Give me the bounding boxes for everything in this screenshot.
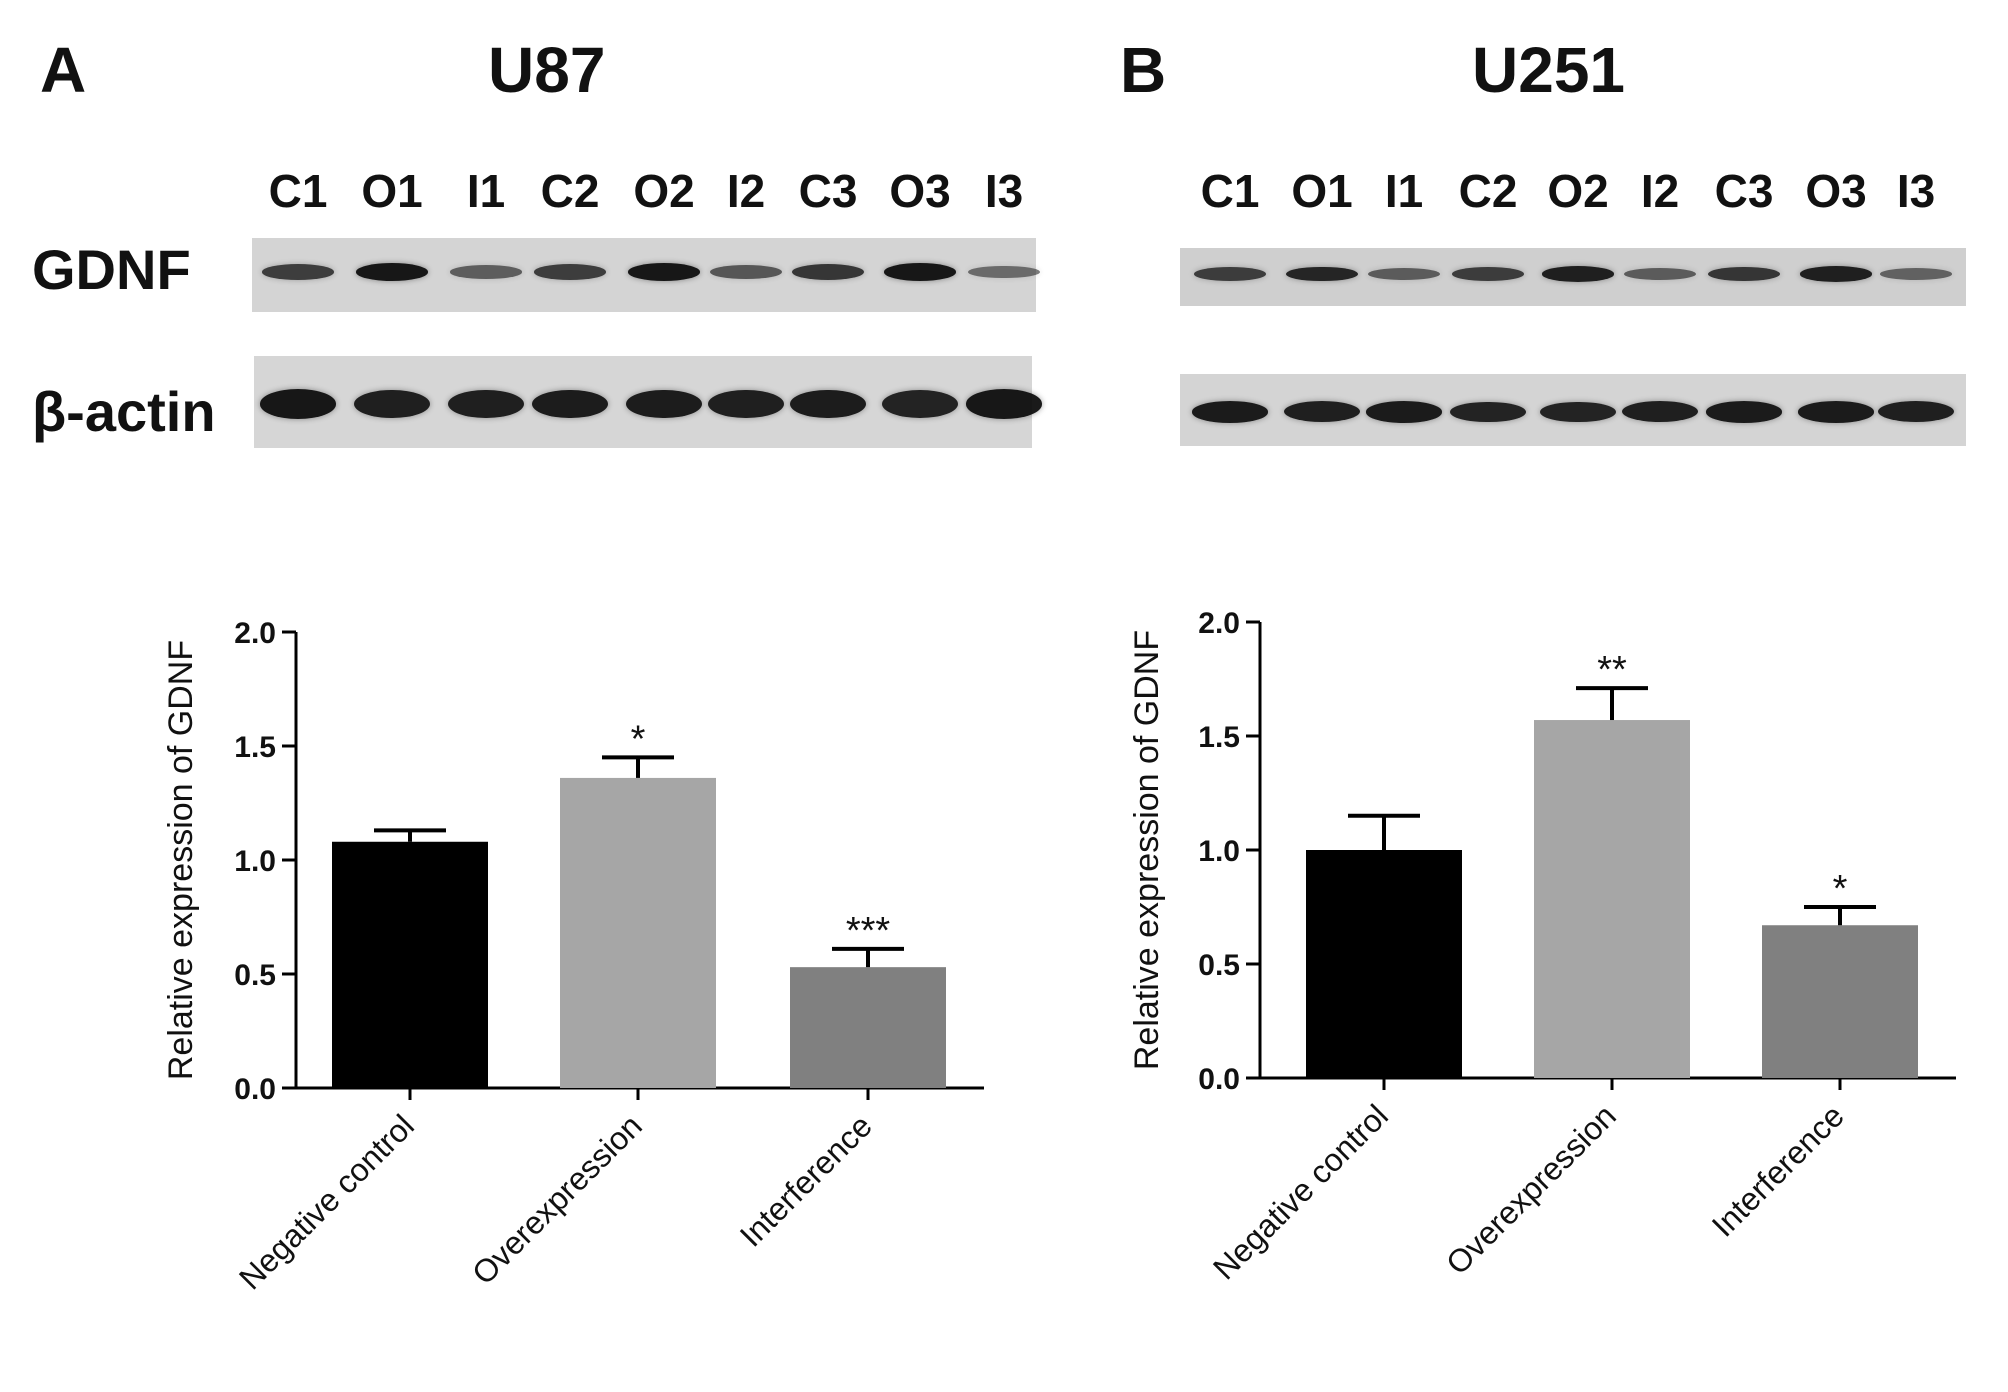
lane-label-o3: O3	[1805, 165, 1867, 217]
GDNF-band	[534, 264, 606, 280]
x-tick-label: Overexpression	[465, 1107, 649, 1291]
panel-label: B	[1120, 34, 1167, 106]
lane-label-i3: I3	[984, 165, 1024, 217]
GDNF-band	[1708, 266, 1780, 282]
x-tick-label: Interference	[1705, 1097, 1851, 1243]
GDNF-band	[1542, 266, 1614, 282]
GDNF-band	[262, 264, 334, 280]
beta-actin-band	[1450, 401, 1526, 423]
y-tick-label: 1.5	[234, 731, 276, 764]
blot-row-label-actin: β-actin	[32, 380, 216, 443]
beta-actin-band	[708, 389, 784, 419]
GDNF-band	[710, 265, 782, 279]
significance-marker: ***	[846, 910, 891, 952]
beta-actin-band	[532, 389, 608, 419]
beta-actin-band	[966, 389, 1042, 419]
lane-label-o2: O2	[633, 165, 695, 217]
y-tick-label: 1.0	[234, 845, 276, 878]
beta-actin-band	[882, 389, 958, 419]
beta-actin-band	[1622, 401, 1698, 423]
lane-label-c3: C3	[1714, 165, 1774, 217]
GDNF-band	[792, 264, 864, 280]
y-tick-label: 0.5	[1198, 949, 1240, 982]
lane-label-o1: O1	[1291, 165, 1353, 217]
GDNF-band	[628, 263, 700, 281]
lane-label-c2: C2	[540, 165, 600, 217]
bar-negative-control	[1306, 850, 1462, 1078]
GDNF-band	[1286, 266, 1358, 282]
gdnf-blot	[252, 238, 1040, 312]
y-tick-label: 0.5	[234, 959, 276, 992]
significance-marker: *	[631, 718, 646, 760]
x-tick-label: Negative control	[1206, 1097, 1395, 1286]
bar-chart-u251: 0.0 0.5 1.0 1.5 2.0 Relative expression of GD…	[1128, 607, 1956, 1286]
lane-label-i1: I1	[466, 165, 506, 217]
y-tick-label: 2.0	[234, 617, 276, 650]
y-axis-label: Relative expression of GDNF	[1128, 630, 1166, 1070]
panel-label: A	[40, 34, 87, 106]
beta-actin-band	[1192, 401, 1268, 423]
gdnf-blot	[1180, 248, 1966, 306]
GDNF-band	[1624, 267, 1696, 280]
beta-actin-band	[1366, 401, 1442, 423]
beta-actin-band	[1798, 401, 1874, 423]
lane-label-i1: I1	[1384, 165, 1424, 217]
GDNF-band	[450, 265, 522, 279]
lane-label-o2: O2	[1547, 165, 1609, 217]
y-tick-label: 0.0	[234, 1073, 276, 1106]
y-axis-label: Relative expression of GDNF	[162, 640, 200, 1080]
GDNF-band	[884, 263, 956, 281]
x-tick-label: Negative control	[232, 1107, 421, 1296]
y-tick-label: 1.0	[1198, 835, 1240, 868]
y-tick-label: 2.0	[1198, 607, 1240, 640]
bar-negative-control	[332, 841, 488, 1088]
GDNF-band	[1452, 267, 1524, 281]
lane-label-i3: I3	[1896, 165, 1936, 217]
beta-actin-band	[790, 389, 866, 419]
lane-label-i2: I2	[726, 165, 766, 217]
bar-interference	[1762, 925, 1918, 1078]
cell-line-title: U87	[488, 34, 606, 106]
bar-interference	[790, 967, 946, 1088]
beta-actin-band	[626, 389, 702, 419]
significance-marker: *	[1833, 868, 1848, 910]
beta-actin-band	[1878, 401, 1954, 423]
actin-blot	[254, 356, 1042, 448]
beta-actin-band	[1284, 401, 1360, 423]
actin-blot	[1180, 374, 1966, 446]
lane-label-c1: C1	[1200, 165, 1260, 217]
GDNF-band	[356, 263, 428, 281]
lane-label-c1: C1	[268, 165, 328, 217]
x-tick-label: Overexpression	[1439, 1097, 1623, 1281]
beta-actin-band	[1706, 401, 1782, 423]
beta-actin-band	[260, 389, 336, 419]
bar-chart-u87: 0.0 0.5 1.0 1.5 2.0 Relative expression of GD…	[162, 617, 984, 1296]
blot-row-label-gdnf: GDNF	[32, 238, 191, 301]
lane-label-i2: I2	[1640, 165, 1680, 217]
GDNF-band	[968, 265, 1040, 279]
GDNF-band	[1800, 266, 1872, 282]
GDNF-band	[1368, 267, 1440, 280]
lane-label-c2: C2	[1458, 165, 1518, 217]
bar-overexpression	[560, 777, 716, 1088]
GDNF-band	[1194, 267, 1266, 281]
lane-label-c3: C3	[798, 165, 858, 217]
y-tick-label: 0.0	[1198, 1063, 1240, 1096]
beta-actin-band	[1540, 401, 1616, 423]
beta-actin-band	[354, 389, 430, 419]
lane-label-o1: O1	[361, 165, 423, 217]
lane-label-o3: O3	[889, 165, 951, 217]
beta-actin-band	[448, 389, 524, 419]
panel-a: A U87 C1 O1 I1 C2 O2 I2 C3 O3 I3 GDNF β-actin 0.…	[32, 34, 1042, 1296]
significance-marker: **	[1597, 649, 1627, 691]
GDNF-band	[1880, 268, 1952, 280]
panel-b: B U251 C1 O1 I1 C2 O2 I2 C3 O3 I3 0.0 0.5 1.0 1.5 2.…	[1004, 0, 2008, 1392]
x-tick-label: Interference	[733, 1107, 879, 1253]
bar-overexpression	[1534, 720, 1690, 1078]
y-tick-label: 1.5	[1198, 721, 1240, 754]
cell-line-title: U251	[1472, 34, 1625, 106]
